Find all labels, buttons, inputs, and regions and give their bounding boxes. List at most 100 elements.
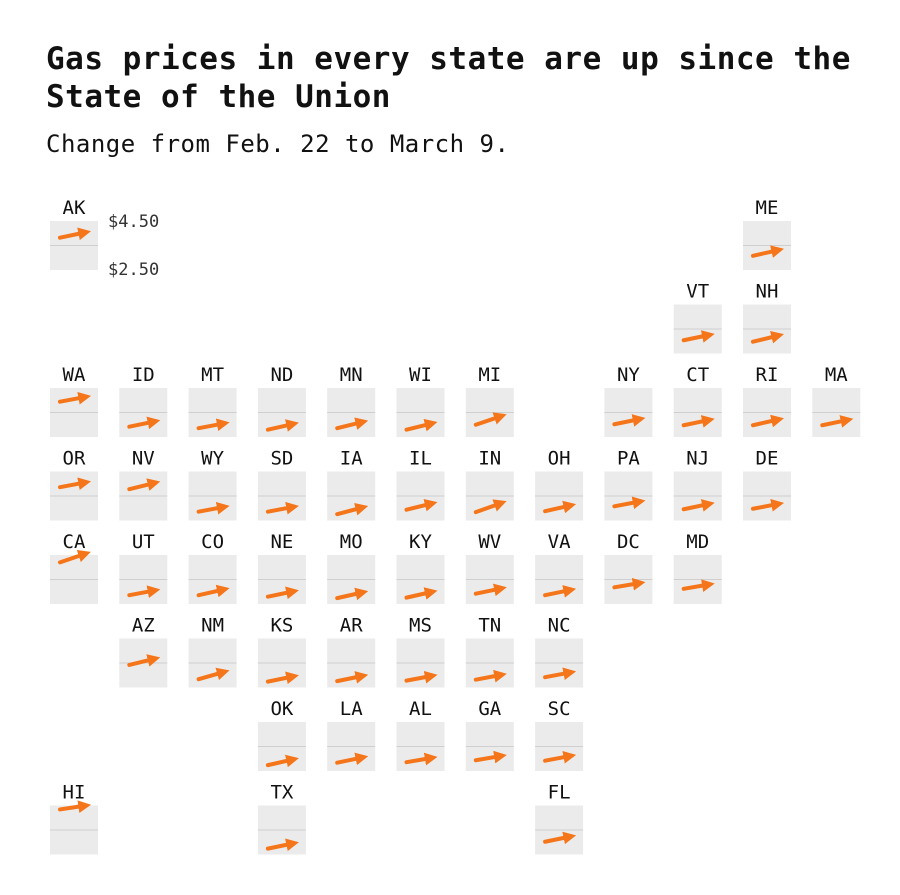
price-change-arrow-id xyxy=(127,416,161,430)
price-change-arrow-ia xyxy=(335,503,369,517)
price-change-arrow-wv xyxy=(473,583,507,597)
state-label: IL xyxy=(409,448,432,470)
state-label: DC xyxy=(617,531,640,553)
price-change-arrow-al xyxy=(404,752,438,766)
state-label: HI xyxy=(63,782,86,804)
price-change-arrow-vt xyxy=(681,330,715,343)
state-label: MT xyxy=(201,364,224,386)
state-tile-ar: AR xyxy=(327,615,376,688)
price-change-arrow-md xyxy=(681,579,715,592)
price-change-arrow-or xyxy=(58,477,92,490)
state-label: AZ xyxy=(132,615,155,637)
state-tile-ok: OK xyxy=(257,698,306,771)
state-tile-de: DE xyxy=(743,448,791,521)
state-tile-nh: NH xyxy=(743,281,791,354)
state-label: NE xyxy=(270,531,293,553)
state-tile-ga: GA xyxy=(465,698,514,771)
state-label: NV xyxy=(132,448,155,470)
state-tile-ks: KS xyxy=(257,615,306,688)
state-label: VA xyxy=(548,531,571,553)
state-tile-ny: NY xyxy=(604,364,653,437)
price-change-arrow-dc xyxy=(612,577,646,591)
state-tile-fl: FL xyxy=(535,782,584,855)
state-label: NY xyxy=(617,364,640,386)
state-tile-dc: DC xyxy=(604,531,653,604)
state-label: UT xyxy=(132,531,155,553)
state-tile-ky: KY xyxy=(396,531,445,604)
state-tile-in: IN xyxy=(465,448,514,521)
state-label: ID xyxy=(132,364,155,386)
state-tile-al: AL xyxy=(396,698,445,771)
price-change-arrow-ks xyxy=(265,671,299,685)
state-tile-mi: MI xyxy=(465,364,514,437)
state-tile-or: OR xyxy=(50,448,98,521)
state-label: OK xyxy=(270,698,293,720)
state-label: WY xyxy=(201,448,224,470)
state-label: OH xyxy=(548,448,571,470)
state-label: CT xyxy=(686,364,709,386)
price-change-arrow-mi xyxy=(473,412,507,427)
state-tile-ak: AK xyxy=(50,197,98,270)
price-change-arrow-ct xyxy=(681,415,715,428)
state-tile-tx: TX xyxy=(257,782,306,855)
state-tile-mo: MO xyxy=(327,531,376,604)
state-tile-wa: WA xyxy=(50,364,98,437)
state-label: WI xyxy=(409,364,432,386)
state-label: NH xyxy=(756,281,779,303)
state-label: LA xyxy=(340,698,363,720)
state-tile-sd: SD xyxy=(257,448,306,521)
state-label: ME xyxy=(756,197,779,219)
price-change-arrow-ut xyxy=(127,585,161,598)
state-label: AL xyxy=(409,698,432,720)
price-change-arrow-az xyxy=(127,654,161,667)
state-label: IN xyxy=(478,448,501,470)
price-change-arrow-nm xyxy=(196,667,230,682)
price-change-arrow-ms xyxy=(404,670,438,684)
price-change-arrow-sd xyxy=(265,501,299,515)
state-label: VT xyxy=(686,281,709,303)
state-label: DE xyxy=(756,448,779,470)
price-change-arrow-ar xyxy=(335,671,369,684)
price-change-arrow-in xyxy=(473,499,507,515)
state-tile-wy: WY xyxy=(188,448,237,521)
price-change-arrow-wi xyxy=(404,418,438,432)
price-change-arrow-de xyxy=(751,498,785,512)
state-tile-ca: CA xyxy=(50,531,98,604)
chart-subtitle: Change from Feb. 22 to March 9. xyxy=(46,130,510,158)
price-change-arrow-ny xyxy=(612,414,646,427)
state-tile-nc: NC xyxy=(535,615,584,688)
state-label: CO xyxy=(201,531,224,553)
state-tile-nd: ND xyxy=(257,364,306,437)
price-change-arrow-ca xyxy=(58,549,91,565)
price-change-arrow-co xyxy=(196,584,230,598)
state-tile-vt: VT xyxy=(673,281,722,354)
price-change-arrow-ri xyxy=(751,414,784,428)
state-label: NM xyxy=(201,615,224,637)
state-tile-ia: IA xyxy=(327,448,376,521)
state-tile-ne: NE xyxy=(257,531,306,604)
price-change-arrow-ak xyxy=(58,227,92,241)
state-label: KY xyxy=(409,531,432,553)
state-tile-co: CO xyxy=(188,531,237,604)
state-label: IA xyxy=(340,448,363,470)
price-change-arrow-la xyxy=(335,752,369,766)
price-change-arrow-nd xyxy=(265,419,299,432)
chart-title: Gas prices in every state are up since t… xyxy=(46,41,851,115)
state-tile-ut: UT xyxy=(119,531,168,604)
state-label: RI xyxy=(756,364,779,386)
state-tile-ri: RI xyxy=(743,364,791,437)
state-label: NC xyxy=(548,615,571,637)
state-label: MA xyxy=(825,364,848,386)
price-change-arrow-wy xyxy=(196,501,230,515)
state-label: WA xyxy=(63,364,86,386)
state-label: TX xyxy=(270,782,293,804)
state-label: NJ xyxy=(686,448,709,470)
state-label: MN xyxy=(340,364,363,386)
price-change-arrow-fl xyxy=(543,831,577,845)
price-change-arrow-il xyxy=(404,498,438,512)
price-change-arrow-sc xyxy=(543,750,577,764)
price-change-arrow-ma xyxy=(820,415,854,428)
price-change-arrow-nh xyxy=(751,330,784,344)
state-tile-ms: MS xyxy=(396,615,445,688)
state-tile-la: LA xyxy=(327,698,376,771)
